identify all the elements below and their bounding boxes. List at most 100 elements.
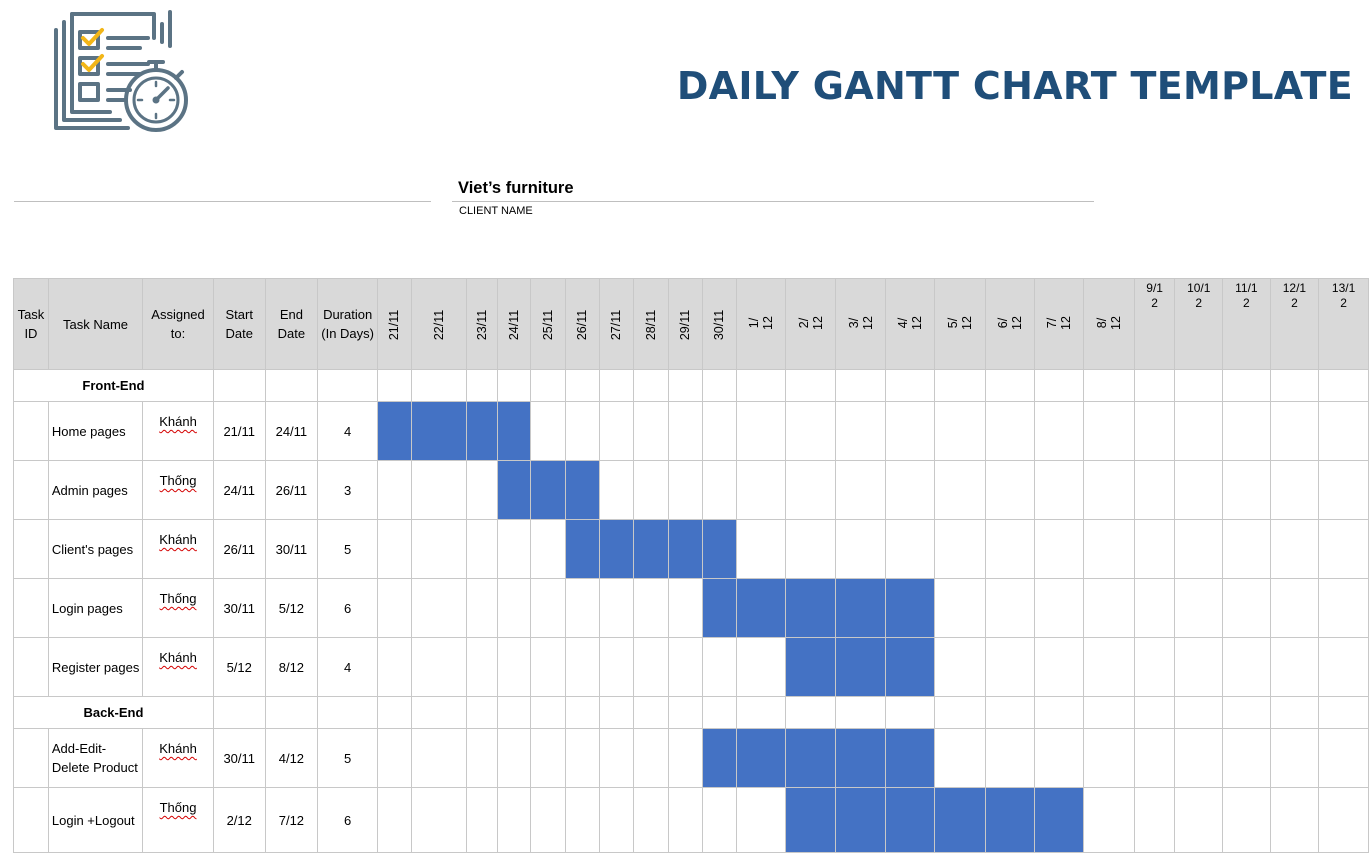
grid-cell [1174, 637, 1224, 697]
grid-cell [884, 369, 936, 402]
grid-cell [984, 369, 1036, 402]
grid-cell [496, 637, 531, 697]
grid-cell [934, 696, 986, 729]
grid-cell [785, 519, 837, 579]
section-label: Front-End [13, 369, 214, 402]
day-header: 7/12 [1034, 278, 1085, 370]
grid-cell [667, 369, 703, 402]
end-date-cell: 30/11 [264, 519, 319, 579]
grid-cell [465, 460, 498, 520]
grid-cell [529, 696, 566, 729]
grid-cell [1174, 519, 1224, 579]
end-date-cell: 26/11 [264, 460, 319, 520]
grid-cell [735, 369, 787, 402]
grid-cell [735, 637, 787, 697]
grid-cell [632, 369, 669, 402]
gantt-bar-cell [785, 637, 837, 697]
day-header-label: 25/11 [540, 309, 555, 340]
gantt-bar-cell [377, 401, 412, 461]
day-header-label: 7/12 [1045, 316, 1074, 330]
grid-cell [735, 401, 787, 461]
grid-cell [934, 369, 986, 402]
grid-cell [1034, 460, 1085, 520]
day-header: 6/12 [984, 278, 1036, 370]
grid-cell [1034, 696, 1085, 729]
day-header: 21/11 [377, 278, 412, 370]
grid-cell [1318, 696, 1369, 729]
grid-cell [1034, 401, 1085, 461]
day-header: 12/1 2 [1269, 278, 1320, 370]
day-header-label: 22/11 [431, 309, 446, 340]
grid-cell [1269, 460, 1320, 520]
grid-cell [598, 637, 634, 697]
grid-cell [632, 460, 669, 520]
grid-cell [598, 578, 634, 638]
gantt-bar-cell [884, 787, 936, 853]
grid-cell [1269, 637, 1320, 697]
grid-cell [1083, 696, 1135, 729]
grid-cell [496, 519, 531, 579]
grid-cell [1034, 519, 1085, 579]
grid-cell [984, 696, 1036, 729]
grid-cell [529, 401, 566, 461]
duration-cell: 3 [317, 460, 379, 520]
task-name-cell: Admin pages [47, 460, 144, 520]
duration-cell: 4 [317, 401, 379, 461]
gantt-bar-cell [735, 578, 787, 638]
gantt-bar-cell [785, 578, 837, 638]
grid-cell [934, 728, 986, 788]
grid-cell [377, 369, 412, 402]
grid-cell [1174, 369, 1224, 402]
grid-cell [1133, 369, 1176, 402]
grid-cell [884, 696, 936, 729]
grid-cell [1083, 578, 1135, 638]
assignee-cell: Khánh [142, 401, 214, 461]
assignee-cell: Khánh [142, 637, 214, 697]
day-header-label: 5/12 [945, 316, 974, 330]
day-header-label: 11/1 2 [1235, 281, 1258, 310]
grid-cell [667, 637, 703, 697]
section-label: Back-End [13, 696, 214, 729]
grid-cell [496, 369, 531, 402]
grid-cell [632, 728, 669, 788]
grid-cell [934, 637, 986, 697]
grid-cell [465, 637, 498, 697]
grid-cell [701, 637, 737, 697]
day-header: 27/11 [598, 278, 634, 370]
assignee-name: Khánh [159, 414, 197, 429]
day-header-label: 30/11 [712, 309, 727, 340]
grid-cell [1174, 401, 1224, 461]
day-header: 10/1 2 [1174, 278, 1224, 370]
gantt-bar-cell [984, 787, 1036, 853]
task-row: Admin pages Thống 24/11 26/11 3 [13, 460, 1369, 520]
start-date-cell: 21/11 [212, 401, 266, 461]
grid-cell [377, 578, 412, 638]
grid-cell [835, 460, 886, 520]
grid-cell [1269, 401, 1320, 461]
grid-cell [785, 369, 837, 402]
gantt-bar-cell [632, 519, 669, 579]
assignee-name: Thống [159, 473, 197, 488]
grid-cell [934, 401, 986, 461]
grid-cell [564, 369, 600, 402]
grid-cell [317, 369, 379, 402]
day-header: 5/12 [934, 278, 986, 370]
grid-cell [1269, 369, 1320, 402]
grid-cell [1174, 578, 1224, 638]
grid-cell [1083, 787, 1135, 853]
grid-cell [835, 369, 886, 402]
grid-cell [1083, 401, 1135, 461]
grid-cell [1222, 519, 1271, 579]
grid-cell [1318, 578, 1369, 638]
grid-cell [667, 787, 703, 853]
gantt-body: Front-End Home pages Khánh 21/11 24/11 4 Admin… [13, 369, 1369, 853]
day-header: 9/1 2 [1133, 278, 1176, 370]
grid-cell [667, 728, 703, 788]
day-header-label: 1/12 [746, 316, 775, 330]
assignee-name: Thống [159, 800, 197, 815]
grid-cell [984, 519, 1036, 579]
day-header-label: 6/12 [995, 316, 1024, 330]
column-header-task-name: Task Name [47, 278, 144, 370]
grid-cell [1133, 637, 1176, 697]
duration-cell: 6 [317, 578, 379, 638]
